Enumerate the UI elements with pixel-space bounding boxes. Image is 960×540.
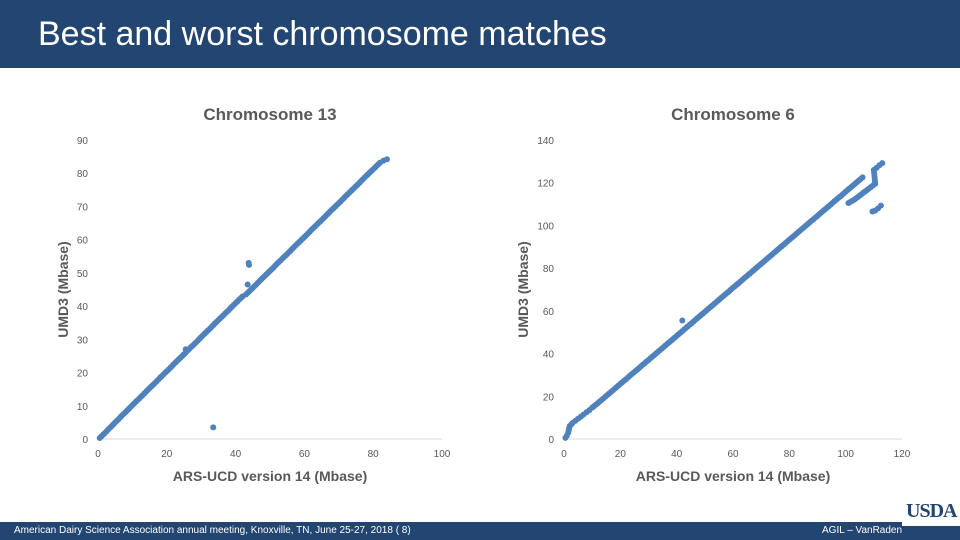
data-point xyxy=(857,175,864,182)
data-point xyxy=(679,317,686,324)
x-tick-label: 120 xyxy=(894,449,911,460)
y-tick-label: 50 xyxy=(77,269,89,280)
x-tick-label: 0 xyxy=(561,449,567,460)
data-point xyxy=(246,261,253,268)
y-tick-label: 120 xyxy=(537,179,554,190)
data-point xyxy=(375,161,382,168)
x-tick-label: 40 xyxy=(230,449,242,460)
chromosome-6-scatter-chart: Chromosome 6 0 20 40 60 80 100 120 0 20 40 60 80 100 1… xyxy=(515,105,911,484)
x-tick-label: 20 xyxy=(615,449,627,460)
chart-title: Chromosome 6 xyxy=(671,105,795,124)
y-tick-label: 60 xyxy=(543,307,555,318)
usda-logo: USDA xyxy=(902,498,960,526)
footer-meeting-info: American Dairy Science Association annua… xyxy=(14,525,411,536)
y-tick-label: 20 xyxy=(77,369,89,380)
y-tick-label: 90 xyxy=(77,136,89,147)
y-tick-label: 30 xyxy=(77,335,89,346)
data-point xyxy=(877,202,884,209)
chromosome-13-scatter-chart: Chromosome 13 0 20 40 60 80 100 0 10 20 30 40 50 60 70… xyxy=(55,105,451,484)
y-tick-label: 100 xyxy=(537,221,554,232)
x-tick-label: 100 xyxy=(434,449,451,460)
slide-title: Best and worst chromosome matches xyxy=(38,15,607,53)
y-tick-label: 10 xyxy=(77,402,89,413)
y-tick-label: 40 xyxy=(543,350,555,361)
y-tick-label: 60 xyxy=(77,236,89,247)
y-tick-label: 140 xyxy=(537,136,554,147)
y-tick-label: 70 xyxy=(77,202,89,213)
title-bar: Best and worst chromosome matches xyxy=(0,0,960,68)
y-tick-label: 20 xyxy=(543,392,555,403)
y-tick-label: 0 xyxy=(548,435,554,446)
data-point xyxy=(244,281,251,288)
data-point xyxy=(383,156,390,163)
footer-bar: American Dairy Science Association annua… xyxy=(0,522,960,540)
data-point xyxy=(210,424,217,431)
usda-logo-text: USDA xyxy=(906,500,957,522)
x-tick-label: 60 xyxy=(299,449,311,460)
y-tick-label: 40 xyxy=(77,302,89,313)
chart-title: Chromosome 13 xyxy=(203,105,336,124)
y-tick-label: 80 xyxy=(77,169,89,180)
x-axis-label: ARS-UCD version 14 (Mbase) xyxy=(173,468,368,484)
y-tick-label: 80 xyxy=(543,264,555,275)
x-axis-label: ARS-UCD version 14 (Mbase) xyxy=(636,468,831,484)
x-tick-label: 20 xyxy=(161,449,173,460)
x-tick-label: 0 xyxy=(95,449,101,460)
x-tick-label: 80 xyxy=(368,449,380,460)
y-axis-label: UMD3 (Mbase) xyxy=(515,241,531,337)
data-point xyxy=(871,169,878,176)
y-axis-label: UMD3 (Mbase) xyxy=(55,241,71,337)
x-tick-label: 100 xyxy=(837,449,854,460)
x-tick-label: 60 xyxy=(727,449,739,460)
data-point xyxy=(568,421,575,428)
y-tick-label: 0 xyxy=(82,435,88,446)
x-tick-label: 80 xyxy=(784,449,796,460)
data-point xyxy=(879,160,886,167)
data-point xyxy=(237,295,244,302)
footer-author: AGIL – VanRaden xyxy=(822,525,903,536)
x-tick-label: 40 xyxy=(671,449,683,460)
